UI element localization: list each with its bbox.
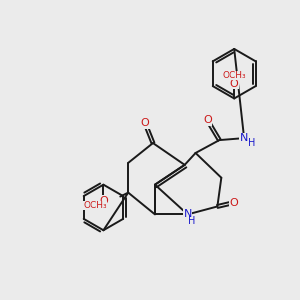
Text: O: O: [141, 118, 149, 128]
Text: H: H: [188, 216, 195, 226]
Text: H: H: [248, 139, 255, 148]
Text: O: O: [99, 196, 108, 206]
Text: OCH₃: OCH₃: [223, 71, 247, 80]
Text: O: O: [203, 115, 212, 125]
Text: N: N: [240, 133, 248, 143]
Text: N: N: [184, 209, 192, 219]
Text: O: O: [230, 197, 239, 208]
Text: OCH₃: OCH₃: [83, 201, 107, 210]
Text: O: O: [230, 79, 239, 88]
